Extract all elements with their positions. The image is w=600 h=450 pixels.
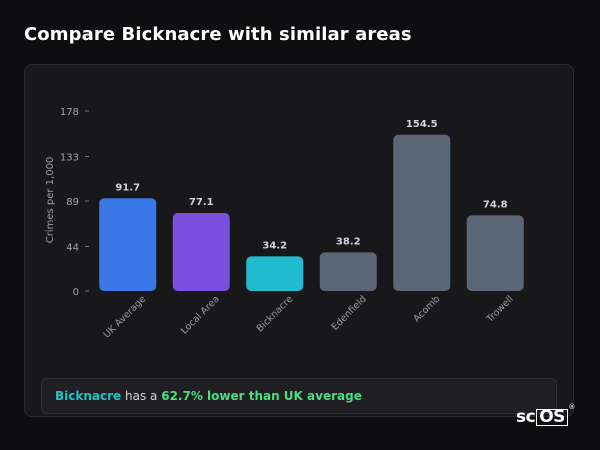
logo-boxed: OS [536, 409, 568, 426]
y-axis-label: Crimes per 1,000 [45, 157, 56, 244]
bar-uk-average [99, 198, 157, 291]
x-category-label: Acomb [411, 294, 442, 325]
y-tick-label: 178 [60, 107, 79, 118]
bar-bicknacre [246, 256, 304, 291]
logo-registered-mark: ® [568, 403, 575, 411]
page-title: Compare Bicknacre with similar areas [24, 24, 412, 45]
y-tick-label: 89 [66, 197, 79, 208]
x-category-label: UK Average [101, 294, 148, 341]
bar-value-label: 38.2 [336, 236, 361, 247]
x-category-label: Trowell [484, 294, 516, 326]
x-category-label: Local Area [179, 294, 222, 337]
summary-connector: has a [125, 389, 158, 403]
y-tick-label: 0 [73, 287, 79, 298]
bar-value-label: 91.7 [115, 182, 140, 193]
y-tick-label: 44 [66, 243, 79, 254]
bars: 91.7 UK Average 77.1 Local Area 34.2 Bicknacr… [99, 119, 524, 341]
summary-stat: 62.7% lower than UK average [161, 389, 362, 403]
scos-logo: sc OS ® [516, 403, 575, 427]
bar-value-label: 77.1 [189, 197, 214, 208]
x-category-label: Bicknacre [255, 294, 296, 335]
bar-value-label: 74.8 [483, 199, 508, 210]
bar-value-label: 34.2 [262, 240, 287, 251]
summary-area-name: Bicknacre [55, 389, 122, 403]
bar-local-area [172, 213, 230, 291]
y-axis: 0 44 89 133 178 [60, 107, 89, 298]
x-category-label: Edenfield [330, 294, 369, 333]
bar-acomb [393, 134, 451, 291]
bar-trowell [466, 215, 524, 291]
bar-edenfield [319, 252, 377, 291]
y-tick-label: 133 [60, 153, 79, 164]
logo-prefix: sc [516, 407, 536, 427]
comparison-summary: Bicknacre has a 62.7% lower than UK aver… [41, 378, 557, 414]
bar-value-label: 154.5 [406, 119, 438, 130]
